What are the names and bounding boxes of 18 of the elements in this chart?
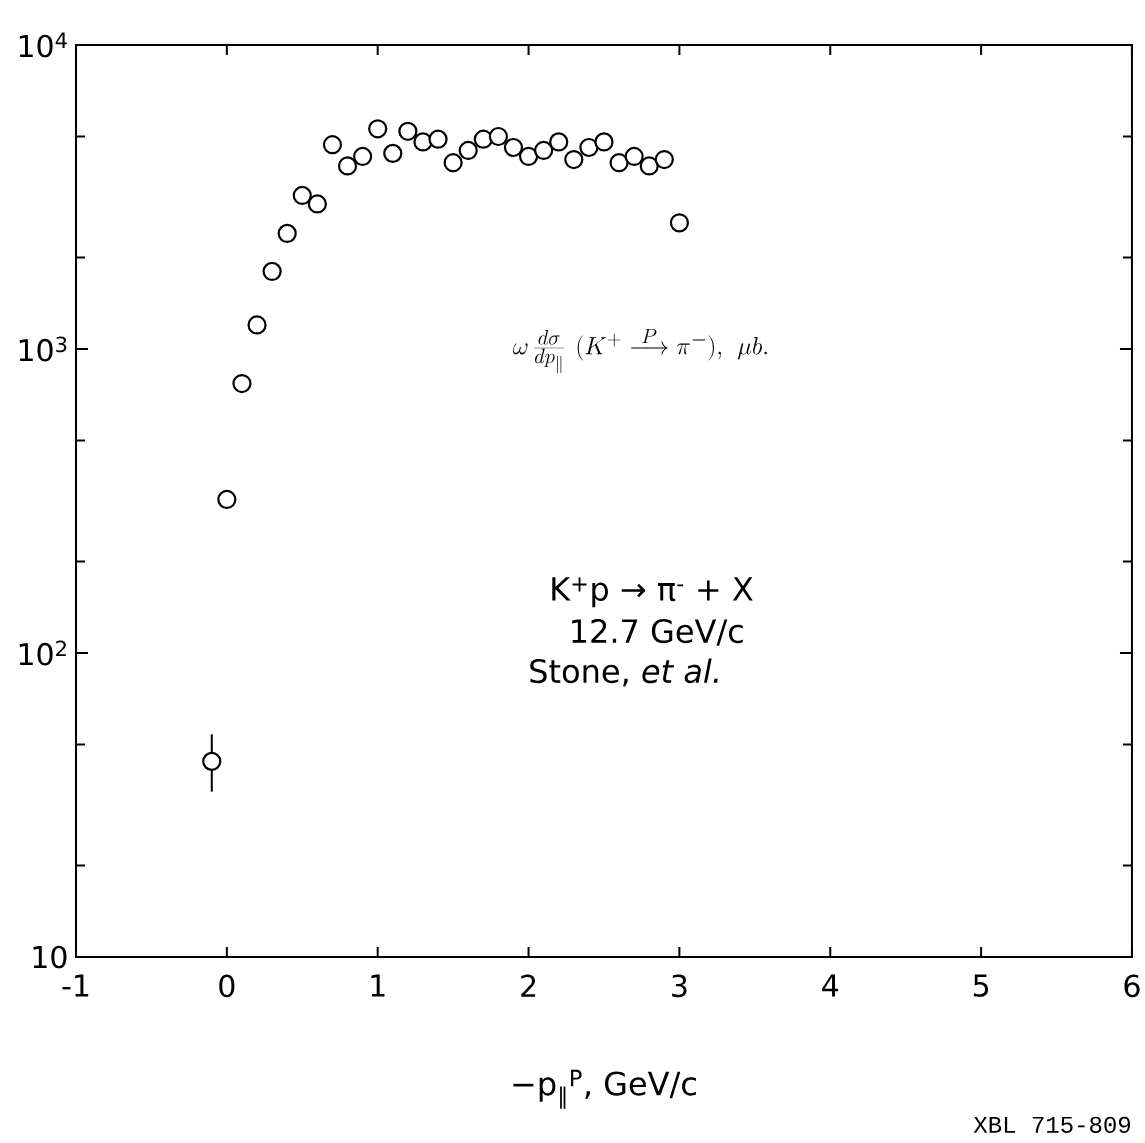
text: XBL 715-809 <box>973 1116 1131 1133</box>
annotation: K$^{+}$p → π$^{-}$ + X <box>552 577 753 608</box>
x-axis-title: −p$_{∥}$$^{P}$, GeV/c <box>513 1069 696 1109</box>
x-tick-label: 3 <box>672 974 687 998</box>
x-tick-label: 6 <box>1124 974 1140 998</box>
x-tick-label: 4 <box>822 974 839 997</box>
x-tick-label: 2 <box>521 974 536 997</box>
annotation: $\omega\,\frac{d\sigma}{dp_{\parallel}}\ (K^{+}\stackrel{P}{\longrightarrow}\pi^{-}),\ \mu b.$ <box>513 328 767 374</box>
y-tick-label: 10$^{2}$ <box>19 640 66 666</box>
x-tick-label: 5 <box>973 974 989 997</box>
y-tick-label: 10$^{3}$ <box>19 336 67 362</box>
x-tick-label: 1 <box>371 974 385 997</box>
y-tick-label: 10 <box>33 945 67 969</box>
annotation: 12.7 GeV/c <box>572 618 743 646</box>
annotation: Stone, et al. <box>530 658 718 687</box>
x-tick-label: 0 <box>219 974 235 998</box>
y-tick-label: 10$^{4}$ <box>19 32 67 58</box>
x-tick-label: -1 <box>62 974 89 997</box>
